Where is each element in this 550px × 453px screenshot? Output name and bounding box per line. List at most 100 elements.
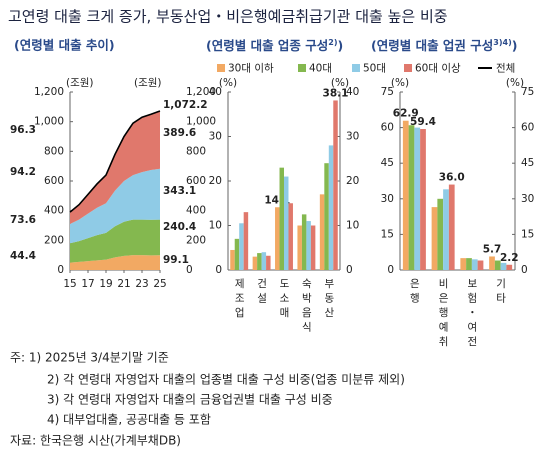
total-line bbox=[69, 110, 161, 213]
value-label: 59.4 bbox=[410, 116, 436, 128]
y-tick-label: 200 bbox=[44, 234, 64, 246]
y2-tick-label: 15 bbox=[521, 228, 534, 240]
chart-subtitle: (연령별 대출 업종 구성2)) bbox=[206, 38, 343, 53]
bar bbox=[489, 256, 495, 270]
x-tick-label: 건설 bbox=[256, 278, 268, 307]
y-axis-unit: (%) bbox=[219, 77, 237, 89]
x-tick-label: 19 bbox=[99, 278, 112, 290]
end-label: 389.6 bbox=[163, 127, 196, 139]
bar bbox=[230, 249, 235, 270]
y2-axis-unit: (%) bbox=[506, 77, 524, 89]
y2-tick-label: 60 bbox=[521, 122, 534, 134]
y-tick-label: 800 bbox=[44, 145, 64, 157]
legend-swatch bbox=[352, 64, 360, 72]
chart-subtitle: (연령별 대출 업권 구성3)4)) bbox=[371, 38, 517, 53]
bar bbox=[448, 184, 455, 270]
y2-tick-label: 800 bbox=[186, 145, 206, 157]
y-tick-label: 30 bbox=[381, 193, 394, 205]
y2-axis-unit: (%) bbox=[331, 77, 349, 89]
y2-tick-label: 1,200 bbox=[186, 86, 216, 98]
y2-tick-label: 75 bbox=[521, 86, 534, 98]
y-tick-label: 10 bbox=[209, 220, 222, 232]
y-tick-label: 45 bbox=[381, 157, 394, 169]
x-tick-label: 기타 bbox=[495, 278, 507, 307]
x-tick-label: 은행 bbox=[408, 278, 420, 307]
y-tick-label: 20 bbox=[209, 175, 222, 187]
legend-label: 60대 이상 bbox=[415, 63, 461, 75]
y2-tick-label: 0 bbox=[346, 264, 353, 276]
area bbox=[70, 168, 160, 244]
bar bbox=[477, 260, 484, 270]
legend-swatch bbox=[298, 64, 306, 72]
y2-tick-label: 30 bbox=[521, 193, 534, 205]
x-tick-label: 비은행예취 bbox=[437, 278, 449, 351]
bar bbox=[494, 260, 501, 270]
bar bbox=[443, 189, 449, 270]
y-tick-label: 1,200 bbox=[34, 86, 64, 98]
value-label: 5.7 bbox=[483, 243, 502, 255]
value-label: 38.1 bbox=[323, 87, 349, 99]
x-tick-label: 15 bbox=[63, 278, 76, 290]
bar bbox=[333, 100, 338, 270]
bar bbox=[437, 198, 444, 270]
y-tick-label: 30 bbox=[209, 131, 222, 143]
x-tick-label: 보험・여전 bbox=[466, 278, 478, 351]
subtitle-part: (연령별 대출 업권 구성 bbox=[371, 38, 493, 53]
bar bbox=[275, 207, 280, 270]
subtitle-note: 2) bbox=[328, 38, 337, 47]
footnote: 2) 각 연령대 자영업자 대출의 업종별 대출 구성 비중(업종 미분류 제외… bbox=[47, 373, 405, 387]
bar bbox=[466, 258, 472, 270]
bar bbox=[261, 252, 267, 270]
bar bbox=[252, 256, 258, 270]
y-axis-unit: (%) bbox=[391, 77, 409, 89]
x-tick-label: 25 bbox=[153, 278, 166, 290]
bar bbox=[324, 163, 329, 270]
y2-tick-label: 45 bbox=[521, 157, 534, 169]
end-label: 343.1 bbox=[163, 185, 196, 197]
y-tick-label: 1,000 bbox=[34, 116, 64, 128]
bar bbox=[288, 203, 293, 270]
bar bbox=[310, 225, 316, 270]
legend-label: 전체 bbox=[496, 63, 515, 75]
x-tick-label: 부동산 bbox=[323, 278, 335, 322]
y-tick-label: 600 bbox=[44, 175, 64, 187]
x-tick-label: 도소매 bbox=[278, 278, 290, 322]
y2-tick-label: 30 bbox=[346, 131, 359, 143]
series-note: 96.3 bbox=[10, 124, 36, 136]
value-label: 62.9 bbox=[393, 108, 419, 120]
bar bbox=[306, 221, 311, 270]
y-tick-label: 75 bbox=[381, 86, 394, 98]
legend-label: 50대 bbox=[363, 63, 386, 75]
value-label: 2.2 bbox=[500, 252, 519, 264]
footnote: 4) 대부업대출, 공공대출 등 포함 bbox=[47, 413, 211, 427]
series-note: 73.6 bbox=[10, 214, 36, 226]
subtitle-part: (연령별 대출 업종 구성 bbox=[206, 38, 328, 53]
footnote: 자료: 한국은행 시산(가계부채DB) bbox=[10, 433, 181, 448]
y2-tick-label: 40 bbox=[346, 86, 359, 98]
area bbox=[70, 255, 160, 270]
y2-tick-label: 20 bbox=[346, 175, 359, 187]
end-label: 240.4 bbox=[163, 221, 196, 233]
subtitle-part: ) bbox=[512, 38, 518, 53]
y-tick-label: 0 bbox=[57, 264, 64, 276]
bar bbox=[402, 120, 409, 270]
y-tick-label: 0 bbox=[387, 264, 394, 276]
bar bbox=[284, 176, 289, 270]
footnote: 3) 각 연령대 자영업자 대출의 금융업권별 대출 구성 비중 bbox=[47, 393, 333, 407]
bar bbox=[431, 207, 438, 270]
y2-axis-unit: (조원) bbox=[134, 77, 162, 89]
chart-subtitle: (연령별 대출 추이) bbox=[14, 38, 115, 53]
series-note: 94.2 bbox=[10, 166, 36, 178]
x-tick-label: 23 bbox=[135, 278, 148, 290]
y2-tick-label: 400 bbox=[186, 205, 206, 217]
y-tick-label: 60 bbox=[381, 122, 394, 134]
end-label: 99.1 bbox=[163, 254, 189, 266]
bar bbox=[414, 127, 421, 270]
bar bbox=[420, 129, 426, 270]
x-tick-label: 17 bbox=[81, 278, 94, 290]
legend-swatch bbox=[217, 64, 225, 72]
x-tick-label: 제조업 bbox=[233, 278, 245, 322]
bar bbox=[319, 194, 325, 270]
y-tick-label: 15 bbox=[381, 228, 394, 240]
bar bbox=[408, 125, 415, 270]
